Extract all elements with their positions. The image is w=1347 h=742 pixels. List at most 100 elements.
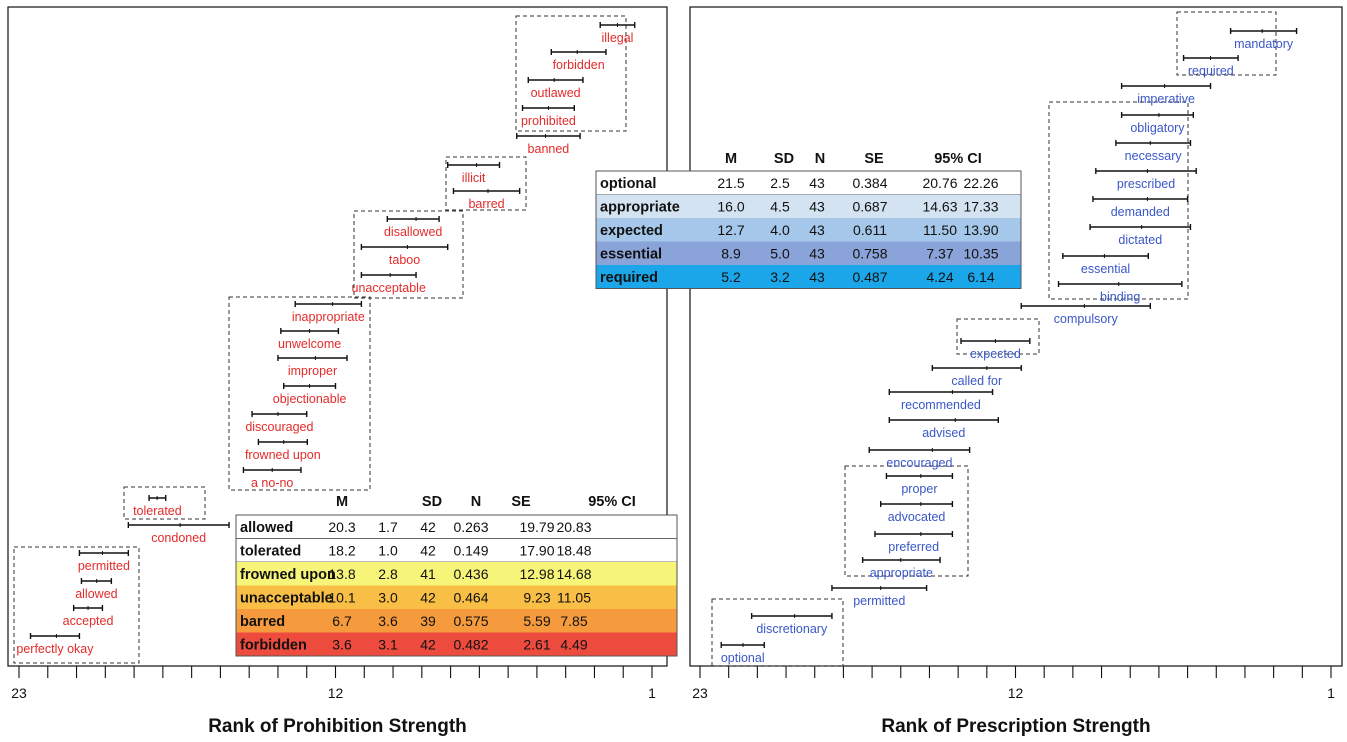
table-cell: 5.2 xyxy=(721,269,741,285)
term-label: illegal xyxy=(601,31,633,45)
table-cell: 4.24 xyxy=(926,269,953,285)
table-cell: 43 xyxy=(809,246,825,262)
term-label: advocated xyxy=(888,510,946,524)
group-box xyxy=(1176,11,1277,76)
term-expected: expected xyxy=(960,338,1031,361)
table-cell: 3.2 xyxy=(770,269,790,285)
term-discouraged: discouraged xyxy=(245,411,313,434)
term-label: preferred xyxy=(888,540,939,554)
term-label: recommended xyxy=(901,398,981,412)
term-label: appropriate xyxy=(870,566,933,580)
table-cell-term: frowned upon xyxy=(240,567,336,583)
table-cell: 17.90 xyxy=(519,543,554,559)
group-box xyxy=(123,486,206,520)
x-axis: 23 12 1 Rank of Prohibition Strength xyxy=(11,666,656,737)
term-label: banned xyxy=(528,142,570,156)
term-label: binding xyxy=(1100,290,1140,304)
term-label: taboo xyxy=(389,253,420,267)
term-label: permitted xyxy=(853,594,905,608)
stats-table: M SD N SE 95% CI allowed 20.3 1.7 42 0.263 19.79 20… xyxy=(235,494,678,657)
table-cell: 4.5 xyxy=(770,199,790,215)
table-cell: 0.487 xyxy=(852,269,887,285)
term-label: condoned xyxy=(151,531,206,545)
term-label: proper xyxy=(901,482,937,496)
term-label: optional xyxy=(721,651,765,665)
table-cell: 6.14 xyxy=(967,269,994,285)
term-label: perfectly okay xyxy=(16,642,94,656)
term-allowed: allowed xyxy=(75,578,118,601)
table-cell: 9.23 xyxy=(523,590,550,606)
term-label: barred xyxy=(468,197,504,211)
term-frowned-upon: frowned upon xyxy=(245,439,321,462)
term-label: objectionable xyxy=(273,392,347,406)
term-encouraged: encouraged xyxy=(868,447,971,470)
term-necessary: necessary xyxy=(1115,140,1192,163)
prescription-panel: 23 12 1 Rank of Prescription Strength mandat… xyxy=(595,6,1343,737)
table-header-n: N xyxy=(815,151,825,167)
table-cell: 18.2 xyxy=(328,543,355,559)
table-cell-term: required xyxy=(600,270,658,286)
stats-table: M SD N SE 95% CI optional 21.5 2.5 43 0.384 20.76 2… xyxy=(595,151,1022,289)
term-called-for: called for xyxy=(931,365,1022,388)
group-box xyxy=(844,465,969,577)
term-discretionary: discretionary xyxy=(750,613,833,636)
term-forbidden: forbidden xyxy=(550,49,607,72)
term-label: necessary xyxy=(1125,149,1183,163)
table-cell: 0.149 xyxy=(453,543,488,559)
table-cell: 43 xyxy=(809,222,825,238)
term-advised: advised xyxy=(888,417,999,440)
table-cell: 12.7 xyxy=(717,222,744,238)
table-header-m: M xyxy=(336,494,348,510)
table-header-se: SE xyxy=(864,151,884,167)
term-inappropriate: inappropriate xyxy=(292,301,365,324)
group-box xyxy=(515,15,627,132)
table-cell: 0.758 xyxy=(852,246,887,262)
table-cell: 7.85 xyxy=(560,613,587,629)
term-label: dictated xyxy=(1118,233,1162,247)
x-tick-label: 1 xyxy=(1327,685,1335,701)
table-cell: 4.0 xyxy=(770,222,790,238)
term-accepted: accepted xyxy=(63,605,114,628)
term-permitted: permitted xyxy=(831,585,928,608)
table-cell-term: unacceptable xyxy=(240,591,333,607)
term-disallowed: disallowed xyxy=(384,216,442,239)
table-cell: 3.1 xyxy=(378,637,398,653)
term-dictated: dictated xyxy=(1089,224,1192,247)
table-cell-term: forbidden xyxy=(240,638,307,654)
table-header-n: N xyxy=(471,494,481,510)
term-tolerated: tolerated xyxy=(133,495,182,518)
table-cell: 13.8 xyxy=(328,566,355,582)
table-header-m: M xyxy=(725,151,737,167)
term-label: improper xyxy=(288,364,337,378)
group-box xyxy=(445,156,527,211)
table-cell: 17.33 xyxy=(963,199,998,215)
term-recommended: recommended xyxy=(888,389,994,412)
term-label: imperative xyxy=(1137,92,1195,106)
table-cell: 14.63 xyxy=(922,199,957,215)
term-label: accepted xyxy=(63,614,114,628)
term-label: discouraged xyxy=(245,420,313,434)
table-cell-term: tolerated xyxy=(240,544,301,560)
table-cell: 1.0 xyxy=(378,543,398,559)
x-tick-label: 12 xyxy=(328,685,344,701)
term-label: encouraged xyxy=(886,456,952,470)
term-label: unwelcome xyxy=(278,337,341,351)
term-taboo: taboo xyxy=(360,244,449,267)
table-cell: 12.98 xyxy=(519,566,554,582)
group-box xyxy=(711,598,844,667)
table-cell-term: optional xyxy=(600,176,656,192)
table-row-tolerated: tolerated 18.2 1.0 42 0.149 17.90 18.48 xyxy=(235,538,678,563)
table-cell: 0.464 xyxy=(453,590,488,606)
term-label: required xyxy=(1188,64,1234,78)
table-row-bg xyxy=(236,632,677,656)
table-header-95-ci: 95% CI xyxy=(588,494,636,510)
term-illegal: illegal xyxy=(599,22,636,45)
term-label: forbidden xyxy=(553,58,605,72)
table-cell: 22.26 xyxy=(963,175,998,191)
table-cell: 39 xyxy=(420,613,436,629)
table-cell: 2.5 xyxy=(770,175,790,191)
table-cell: 10.1 xyxy=(328,590,355,606)
table-cell: 0.384 xyxy=(852,175,887,191)
term-prohibited: prohibited xyxy=(521,105,576,128)
table-border xyxy=(235,514,678,657)
